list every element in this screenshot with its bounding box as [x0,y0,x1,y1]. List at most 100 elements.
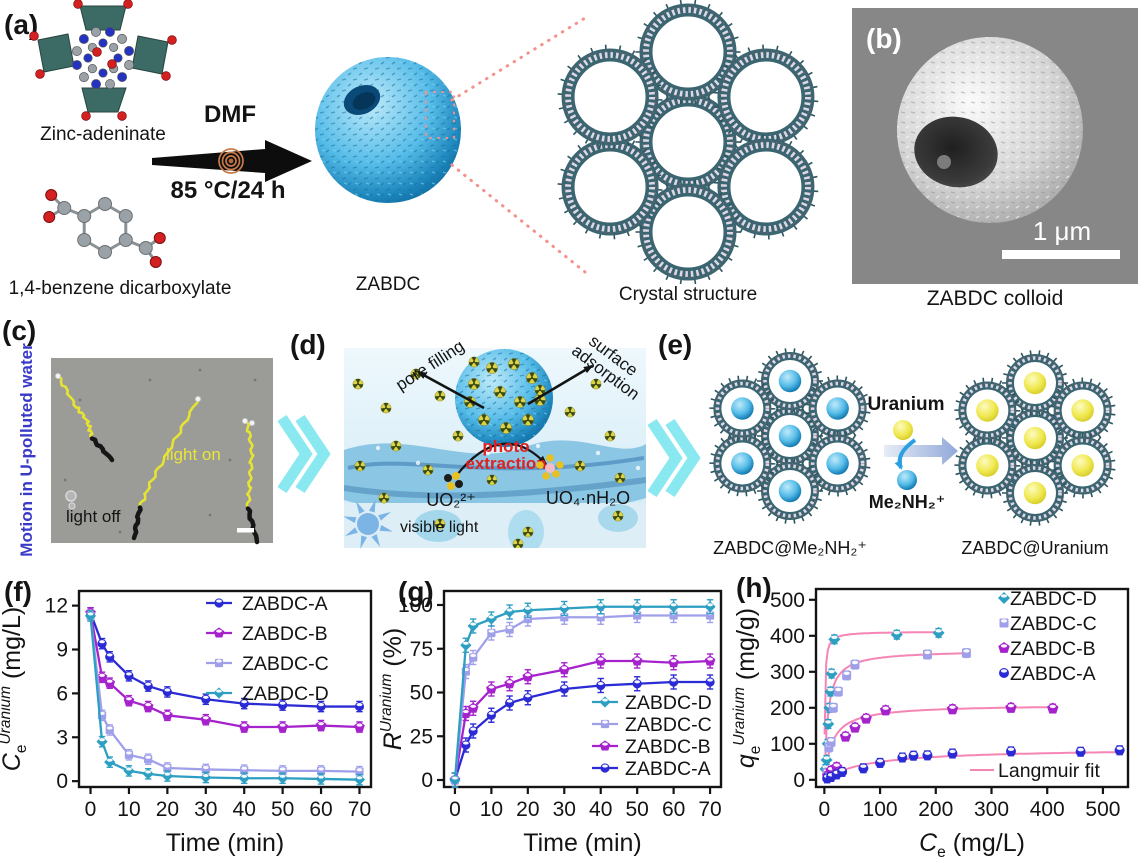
x-tick-label: 500 [1085,798,1120,821]
x-axis-label: Time (min) [166,829,285,857]
panel-b-label: (b) [866,23,902,54]
y-tick-label: 400 [770,625,805,648]
legend-label: ZABDC-C [1010,613,1097,635]
uo4-label: UO₄·nH₂O [546,488,630,508]
chart-f: (f) 0 10 20 30 40 50 60 70 0 3 6 9 12 Time (min) CeUran… [0,576,373,857]
zinc-adeninate-label: Zinc-adeninate [40,124,166,145]
y-tick-label: 25 [410,725,433,748]
photo-extraction-label-2: extraction [465,454,546,473]
uranium-label: Uranium [867,394,944,415]
zabdc-me2nh2-framework-icon [709,348,871,524]
y-tick-label: 3 [56,726,68,749]
x-axis-label: Time (min) [523,829,642,857]
y-tick-label: 6 [56,682,68,705]
y-tick-label: 500 [770,589,805,612]
photo-extraction-label-1: photo [482,437,529,456]
langmuir-fit-curve [823,652,967,773]
uo2-label: UO₂²⁺ [426,490,475,510]
y-tick-label: 9 [56,639,68,662]
crystal-structure-icon [557,0,819,285]
visible-light-sun-icon [343,499,393,549]
panel-label: (g) [398,576,434,607]
series-ZABDC-A [822,745,1125,784]
legend-label: ZABDC-C [625,714,712,736]
uranyl-ion-cluster-icon [444,472,463,490]
dmf-label: DMF [204,101,256,128]
legend-label: ZABDC-B [242,623,328,645]
panel-label: (f) [4,576,32,607]
pore-filling-arrow [416,370,485,410]
y-tick-label: 0 [421,769,433,792]
microscopy-background [51,358,273,543]
x-tick-label: 100 [863,798,898,821]
scale-bar [1002,250,1120,259]
conditions-label: 85 °C/24 h [171,177,286,204]
legend-label: ZABDC-C [242,653,329,675]
legend-label: ZABDC-B [1010,638,1096,660]
series-ZABDC-D [84,610,366,786]
series-ZABDC-C [86,610,364,778]
panel-c-side-label: Motion in U-polluted water [17,343,36,557]
zabdc-label: ZABDC [356,274,420,295]
water-scene [344,348,646,548]
photo-extraction-arrow [455,442,548,477]
legend-label: ZABDC-D [242,683,329,705]
x-tick-label: 60 [662,798,685,821]
x-tick-label: 20 [516,798,539,821]
chevron-right-icon [647,418,701,498]
chart-h: (h) 0 100 200 300 400 500 0 100 200 300 400 500 Ce (m… [731,572,1130,861]
x-tick-label: 40 [233,798,256,821]
panel-d-extraction-scheme: (d) pore filling surface adsorption phot… [290,329,646,549]
x-tick-label: 10 [117,798,140,821]
x-tick-label: 20 [156,798,179,821]
y-tick-label: 0 [793,769,805,792]
x-tick-label: 50 [625,798,648,821]
y-tick-label: 50 [410,682,433,705]
release-arrow-icon [894,438,917,470]
x-tick-label: 40 [589,798,612,821]
series-ZABDC-B [85,607,365,733]
panel-e-label: (e) [658,329,692,360]
uranium-ion-icon [893,420,913,440]
crystal-structure-label: Crystal structure [619,284,757,305]
legend-label: ZABDC-A [242,593,328,615]
sem-sphere-icon [897,37,1083,223]
scale-bar [237,528,254,533]
panel-b-sem-image: (b) 1 μm ZABDC colloid [852,8,1138,310]
me2nh2-ion-icon [897,470,917,490]
scale-bar-label: 1 μm [1033,216,1091,246]
y-tick-label: 200 [770,697,805,720]
x-tick-label: 0 [449,798,461,821]
y-tick-label: 0 [56,770,68,793]
series-ZABDC-A [450,674,715,788]
x-tick-label: 30 [194,798,217,821]
plot-frame [814,587,1130,789]
panel-b-caption: ZABDC colloid [927,287,1064,310]
trajectories [55,368,260,545]
x-axis-label: Ce (mg/L) [919,829,1025,861]
x-tick-label: 400 [1030,798,1065,821]
microwave-icon [218,148,244,174]
y-tick-label: 100 [398,594,433,617]
series-ZABDC-A [85,607,365,713]
langmuir-fit-curve [824,751,1120,781]
x-tick-label: 60 [309,798,332,821]
benzene-dicarboxylate-icon [43,189,166,268]
x-tick-label: 0 [819,798,831,821]
me2nh2-label: Me₂NH₂⁺ [869,492,946,512]
x-tick-label: 70 [348,798,371,821]
light-on-label: light on [166,445,221,464]
y-tick-label: 300 [770,661,805,684]
plot-frame [77,589,373,789]
caption-left: ZABDC@Me₂NH₂⁺ [713,538,867,558]
x-tick-label: 10 [480,798,503,821]
y-tick-label: 12 [45,595,68,618]
foam-bubbles [375,443,641,471]
x-tick-label: 200 [918,798,953,821]
surface-adsorption-arrow [527,364,594,406]
zinc-adeninate-structure-icon [29,0,177,121]
panel-c-motion-image: (c) Motion in U-polluted water light on … [2,315,273,557]
legend-label: ZABDC-A [625,758,711,780]
